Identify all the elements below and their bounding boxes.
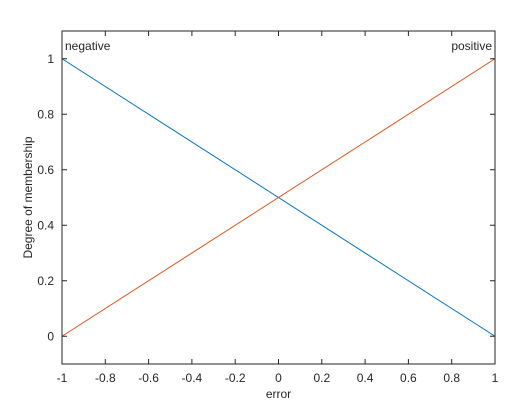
x-tick-label: -1 xyxy=(57,371,68,385)
ticks-layer: -1 -0.8 -0.6 -0.4 -0.2 0 0.2 0.4 0.6 0.8 1 0 0.2 0.4 0… xyxy=(37,31,499,385)
x-tick-label: -0.6 xyxy=(138,371,159,385)
x-tick-label: 0.6 xyxy=(400,371,417,385)
y-tick-label: 0.4 xyxy=(37,218,54,232)
y-axis-label: Degree of membership xyxy=(21,136,35,258)
membership-function-label-positive: positive xyxy=(451,39,492,53)
y-tick-label: 0.2 xyxy=(37,274,54,288)
x-axis-label: error xyxy=(266,387,291,401)
x-tick-label: 0 xyxy=(275,371,282,385)
x-tick-label: -0.2 xyxy=(225,371,246,385)
x-tick-label: 0.4 xyxy=(357,371,374,385)
y-tick-label: 0.8 xyxy=(37,107,54,121)
y-tick-label: 0.6 xyxy=(37,163,54,177)
x-tick-label: -0.8 xyxy=(95,371,116,385)
series-layer xyxy=(61,58,496,337)
y-tick-label: 1 xyxy=(47,52,54,66)
annotation-layer: negative positive xyxy=(65,39,492,53)
membership-function-label-negative: negative xyxy=(65,39,111,53)
y-tick-label: 0 xyxy=(47,329,54,343)
x-tick-label: 0.8 xyxy=(443,371,460,385)
series-line-positive xyxy=(61,58,496,337)
x-tick-label: -0.4 xyxy=(182,371,203,385)
x-tick-label: 1 xyxy=(492,371,499,385)
x-tick-label: 0.2 xyxy=(313,371,330,385)
